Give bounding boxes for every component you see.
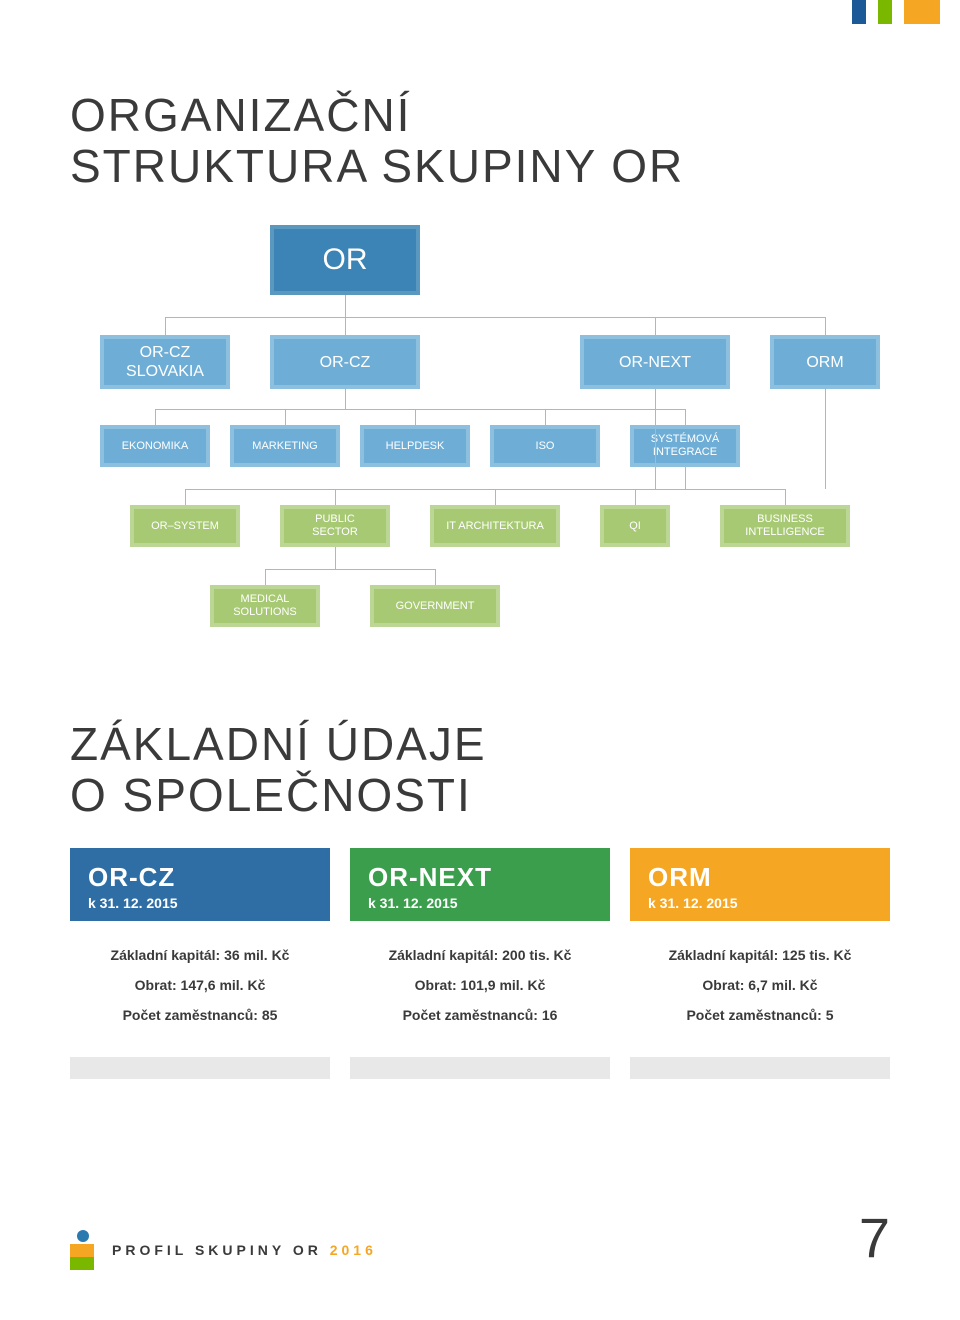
card-name: ORM [648, 862, 872, 893]
card-line: Obrat: 101,9 mil. Kč [368, 977, 592, 993]
card-line: Základní kapitál: 36 mil. Kč [88, 947, 312, 963]
org-node: EKONOMIKA [100, 425, 210, 467]
org-node: MARKETING [230, 425, 340, 467]
card-line: Základní kapitál: 125 tis. Kč [648, 947, 872, 963]
org-node: QI [600, 505, 670, 547]
card-line: Základní kapitál: 200 tis. Kč [368, 947, 592, 963]
band-orange [904, 0, 940, 24]
org-node: MEDICALSOLUTIONS [210, 585, 320, 627]
card-body: Základní kapitál: 125 tis. Kč Obrat: 6,7 … [630, 921, 890, 1057]
org-chart: OR OR-CZSLOVAKIA OR-CZ OR-NEXT ORM EKONOMIKA M… [70, 225, 890, 685]
info-card: ORM k 31. 12. 2015 Základní kapitál: 125 t… [630, 848, 890, 1079]
org-node: OR-CZSLOVAKIA [100, 335, 230, 389]
org-node: IT ARCHITEKTURA [430, 505, 560, 547]
org-node: PUBLICSECTOR [280, 505, 390, 547]
page-footer: PROFIL SKUPINY OR 2016 7 [70, 1205, 890, 1270]
org-node: OR-NEXT [580, 335, 730, 389]
card-strip [630, 1057, 890, 1079]
top-accent-bands [852, 0, 940, 24]
page-number: 7 [859, 1205, 890, 1270]
band-blue [852, 0, 866, 24]
card-line: Obrat: 147,6 mil. Kč [88, 977, 312, 993]
org-node: OR-CZ [270, 335, 420, 389]
card-header: ORM k 31. 12. 2015 [630, 848, 890, 921]
section-title: ZÁKLADNÍ ÚDAJEO SPOLEČNOSTI [70, 719, 890, 820]
card-line: Počet zaměstnanců: 85 [88, 1007, 312, 1023]
card-strip [70, 1057, 330, 1079]
card-line: Obrat: 6,7 mil. Kč [648, 977, 872, 993]
info-card: OR-NEXT k 31. 12. 2015 Základní kapitál: 2… [350, 848, 610, 1079]
info-cards: OR-CZ k 31. 12. 2015 Základní kapitál: 36 … [70, 848, 890, 1079]
org-node: SYSTÉMOVÁINTEGRACE [630, 425, 740, 467]
card-strip [350, 1057, 610, 1079]
footer-title-text: PROFIL SKUPINY OR [112, 1242, 322, 1258]
footer-year: 2016 [330, 1242, 377, 1258]
card-header: OR-CZ k 31. 12. 2015 [70, 848, 330, 921]
card-body: Základní kapitál: 200 tis. Kč Obrat: 101,… [350, 921, 610, 1057]
footer-title: PROFIL SKUPINY OR 2016 [112, 1242, 377, 1258]
org-node: OR [270, 225, 420, 295]
card-body: Základní kapitál: 36 mil. Kč Obrat: 147,6… [70, 921, 330, 1057]
card-line: Počet zaměstnanců: 5 [648, 1007, 872, 1023]
org-node: ORM [770, 335, 880, 389]
org-node: OR–SYSTEM [130, 505, 240, 547]
card-date: k 31. 12. 2015 [368, 895, 592, 911]
card-header: OR-NEXT k 31. 12. 2015 [350, 848, 610, 921]
org-node: ISO [490, 425, 600, 467]
org-node: HELPDESK [360, 425, 470, 467]
org-node: GOVERNMENT [370, 585, 500, 627]
card-name: OR-CZ [88, 862, 312, 893]
card-date: k 31. 12. 2015 [88, 895, 312, 911]
page-title: ORGANIZAČNÍSTRUKTURA SKUPINY OR [70, 90, 890, 191]
info-card: OR-CZ k 31. 12. 2015 Základní kapitál: 36 … [70, 848, 330, 1079]
card-line: Počet zaměstnanců: 16 [368, 1007, 592, 1023]
org-node: BUSINESSINTELLIGENCE [720, 505, 850, 547]
footer-logo [70, 1230, 96, 1270]
band-green [878, 0, 892, 24]
card-date: k 31. 12. 2015 [648, 895, 872, 911]
card-name: OR-NEXT [368, 862, 592, 893]
